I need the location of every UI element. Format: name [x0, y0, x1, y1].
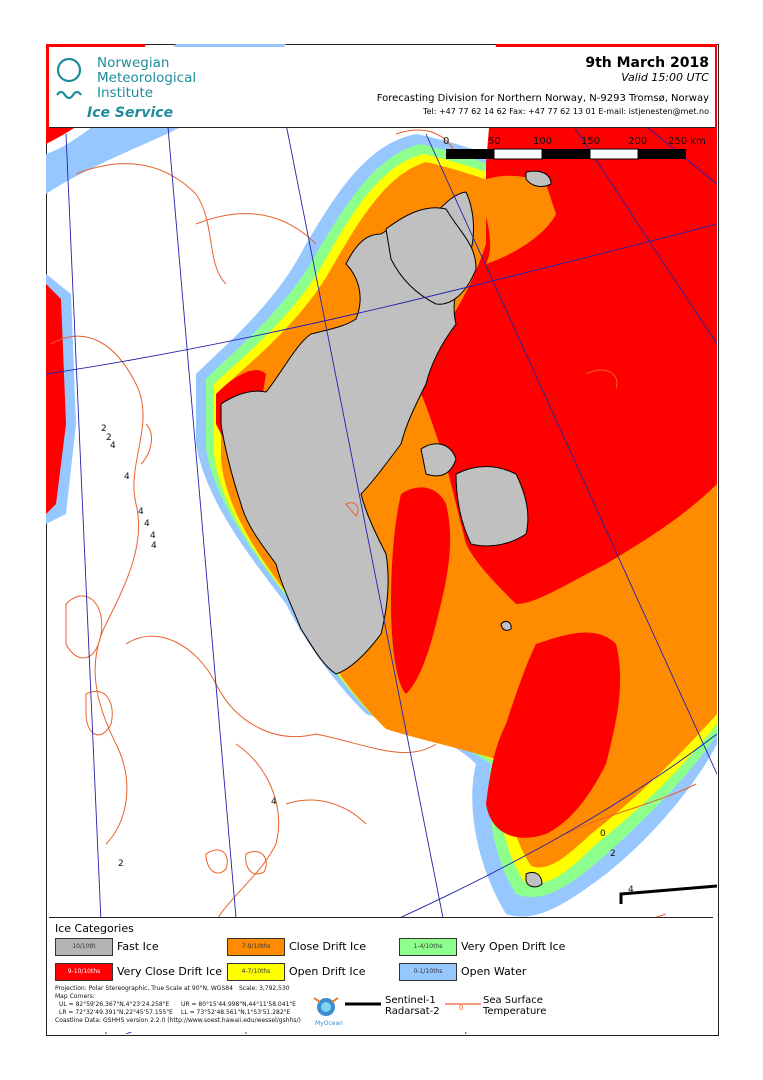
- graticule: [46, 83, 717, 1034]
- corner-ll: LL = 73°52'48.561"N,1°53'51.282"E: [181, 1009, 291, 1016]
- swatch-close-drift-ice: 7-9/10ths: [227, 938, 285, 956]
- swatch-open-drift-ice: 4-7/10ths: [227, 963, 285, 981]
- service-title: Ice Service: [87, 105, 174, 121]
- contour-label: 2: [101, 424, 107, 434]
- coastline-source: Coastline Data: GSHHS version 2.2.0 (htt…: [55, 1017, 301, 1024]
- valid-time: Valid 15:00 UTC: [621, 71, 709, 84]
- sst-label-2: Temperature: [483, 1006, 547, 1017]
- contour-label: 4: [271, 797, 277, 807]
- sst-symbol: 0: [459, 1004, 464, 1012]
- scale-label: 50: [488, 136, 501, 147]
- projection-text: Projection: Polar Stereographic, True Sc…: [55, 985, 233, 992]
- institute-line: Meteorological: [97, 70, 197, 86]
- contour-label-group: 2 2 4 4 4 4 4 4 4 2 0 2 4: [101, 424, 634, 895]
- contour-label: 0: [600, 829, 606, 839]
- institute-line: Institute: [97, 85, 154, 101]
- legend-label-very-close-drift-ice: Very Close Drift Ice: [117, 965, 223, 978]
- contour-label: 4: [628, 885, 634, 895]
- corner-lr: LR = 72°32'49.391"N,22°45'57.155"E: [59, 1009, 173, 1016]
- forecasting-division: Forecasting Division for Northern Norway…: [376, 93, 709, 104]
- myocean-logo-icon: [313, 997, 339, 1016]
- sentinel-label: Sentinel-1: [385, 995, 436, 1006]
- scale-label: 150: [581, 136, 600, 147]
- contour-label: 2: [106, 433, 112, 443]
- contour-label: 4: [138, 507, 144, 517]
- contour-label: 4: [110, 441, 116, 451]
- swatch-fast-ice: 10/10th: [55, 938, 113, 956]
- swatch-very-close-drift-ice: 9-10/10ths: [55, 963, 113, 981]
- legend-label-close-drift-ice: Close Drift Ice: [289, 940, 367, 953]
- scale-label: 250 km: [668, 136, 706, 147]
- contour-label: 4: [144, 519, 150, 529]
- very-close-drift-ice-west-edge: [46, 284, 66, 514]
- sentinel-line-icon: [345, 1002, 381, 1006]
- scale-label: 0: [443, 136, 449, 147]
- contact-info: Tel: +47 77 62 14 62 Fax: +47 77 62 13 0…: [423, 107, 709, 116]
- ice-chart-map: 2 2 4 4 4 4 4 4 4 2 0 2 4 0 50 100 150: [46, 44, 717, 1034]
- radarsat-label: Radarsat-2: [385, 1006, 440, 1017]
- land-barentsoya: [420, 443, 457, 477]
- chart-header: Norwegian Meteorological Institute Ice S…: [49, 47, 715, 128]
- very-close-drift-ice-southeast: [486, 632, 621, 838]
- land-bjornoya: [525, 871, 543, 888]
- corner-ur: UR = 80°15'44.998"N,44°11'58.041"E: [181, 1001, 296, 1008]
- contour-label: 4: [150, 531, 156, 541]
- institute-name: Norwegian Meteorological Institute: [97, 56, 196, 101]
- land-hopen: [500, 621, 512, 631]
- institute-line: Norwegian: [97, 55, 170, 71]
- scale-text: Scale: 3,792,530: [239, 985, 290, 992]
- corner-ul: UL = 82°59'26.367"N,4°23'24.258"E: [59, 1001, 170, 1008]
- legend-title: Ice Categories: [55, 922, 134, 935]
- very-close-drift-ice-east: [406, 44, 717, 604]
- land-edgeoya: [455, 466, 529, 547]
- swatch-open-water: 0-1/10ths: [399, 963, 457, 981]
- scale-bar: 0 50 100 150 200 250 km: [443, 136, 706, 160]
- sst-contours: [50, 129, 697, 945]
- met-logo-icon: [56, 57, 82, 100]
- legend-label-fast-ice: Fast Ice: [117, 940, 159, 953]
- land-nordaustlandet: [385, 207, 477, 305]
- land-norway: [619, 884, 717, 904]
- legend-label-open-water: Open Water: [461, 965, 527, 978]
- contour-label: 4: [151, 541, 157, 551]
- swatch-very-open-drift-ice: 1-4/10ths: [399, 938, 457, 956]
- close-drift-ice-southeast: [646, 544, 717, 646]
- myocean-label: MyOcean: [315, 1020, 343, 1027]
- contour-label: 2: [118, 859, 124, 869]
- contour-label: 2: [610, 849, 616, 859]
- land-kong-karls: [525, 170, 552, 187]
- sst-line-icon: [445, 1003, 481, 1005]
- close-drift-ice-northeast: [476, 175, 556, 264]
- sst-label-1: Sea Surface: [483, 995, 543, 1006]
- map-corners-title: Map Corners:: [55, 993, 95, 1000]
- very-close-drift-ice-storfjorden: [391, 487, 451, 694]
- scale-label: 100: [533, 136, 552, 147]
- contour-label: 4: [124, 472, 130, 482]
- legend-label-very-open-drift-ice: Very Open Drift Ice: [461, 940, 566, 953]
- legend-panel: Ice Categories 10/10th Fast Ice 7-9/10th…: [49, 917, 713, 1032]
- scale-label: 200: [628, 136, 647, 147]
- legend-label-open-drift-ice: Open Drift Ice: [289, 965, 366, 978]
- chart-date: 9th March 2018: [585, 55, 709, 71]
